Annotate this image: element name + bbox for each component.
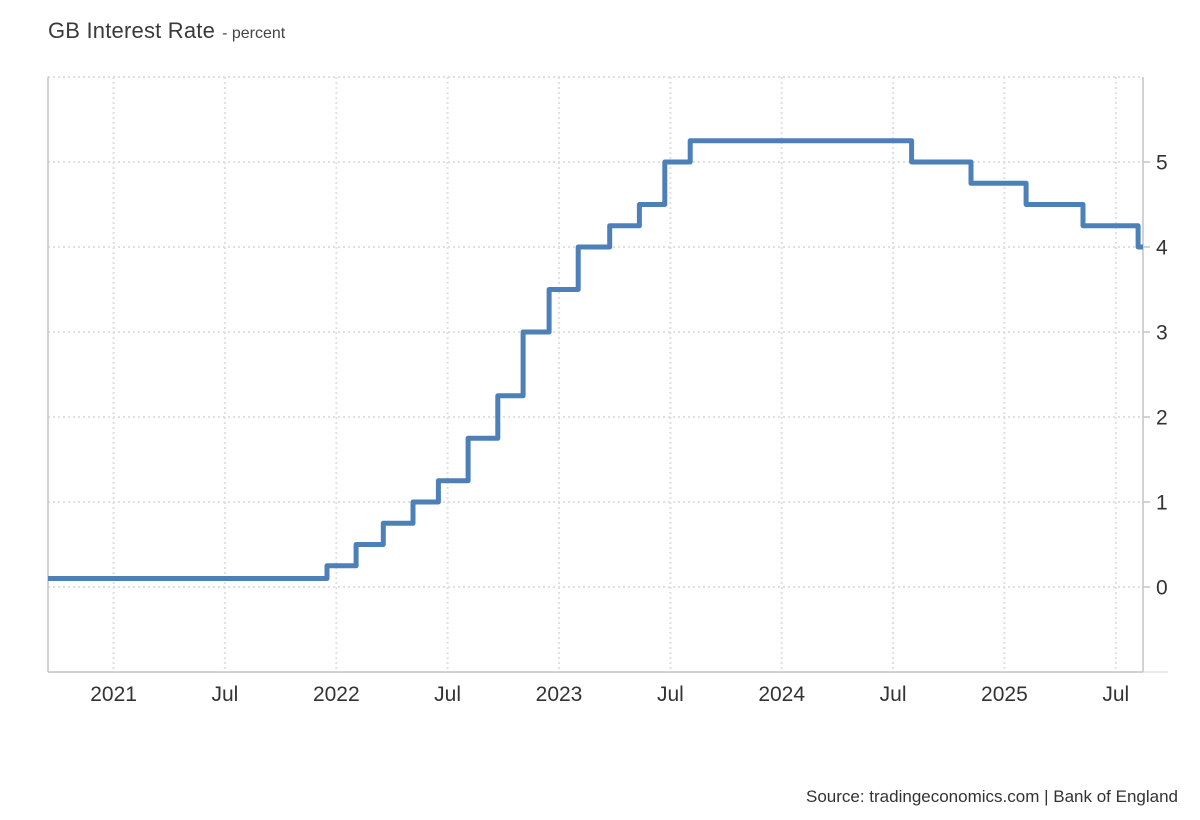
x-tick-label: Jul — [1102, 683, 1129, 706]
axis-labels: 0 1 2 3 4 5 2021 Jul 2022 Jul 2023 Jul 2024 Jul 2025 Ju… — [90, 152, 1168, 707]
source-attribution: Source: tradingeconomics.com | Bank of E… — [805, 787, 1178, 806]
series-lines — [48, 138, 1143, 581]
y-tick-label: 3 — [1156, 322, 1168, 345]
x-tick-label: 2024 — [758, 683, 805, 706]
series-line-gb-interest-rate — [48, 138, 1143, 581]
x-tick-label: 2025 — [981, 683, 1028, 706]
x-tick-label: Jul — [880, 683, 907, 706]
chart-title: GB Interest Rate - percent — [48, 18, 285, 44]
y-tick-label: 4 — [1156, 237, 1168, 260]
x-tick-label: 2022 — [313, 683, 360, 706]
gridlines — [48, 76, 1143, 672]
y-tick-label: 5 — [1156, 152, 1168, 175]
y-tick-label: 1 — [1156, 492, 1168, 515]
x-tick-label: Jul — [434, 683, 461, 706]
y-tick-label: 2 — [1156, 407, 1168, 430]
y-tick-label: 0 — [1156, 577, 1168, 600]
chart-title-main: GB Interest Rate — [48, 18, 216, 43]
x-tick-label: 2023 — [536, 683, 583, 706]
axes — [47, 77, 1168, 673]
x-tick-label: Jul — [211, 683, 238, 706]
x-tick-label: 2021 — [90, 683, 137, 706]
x-tick-label: Jul — [657, 683, 684, 706]
chart-title-unit: - percent — [222, 25, 286, 42]
